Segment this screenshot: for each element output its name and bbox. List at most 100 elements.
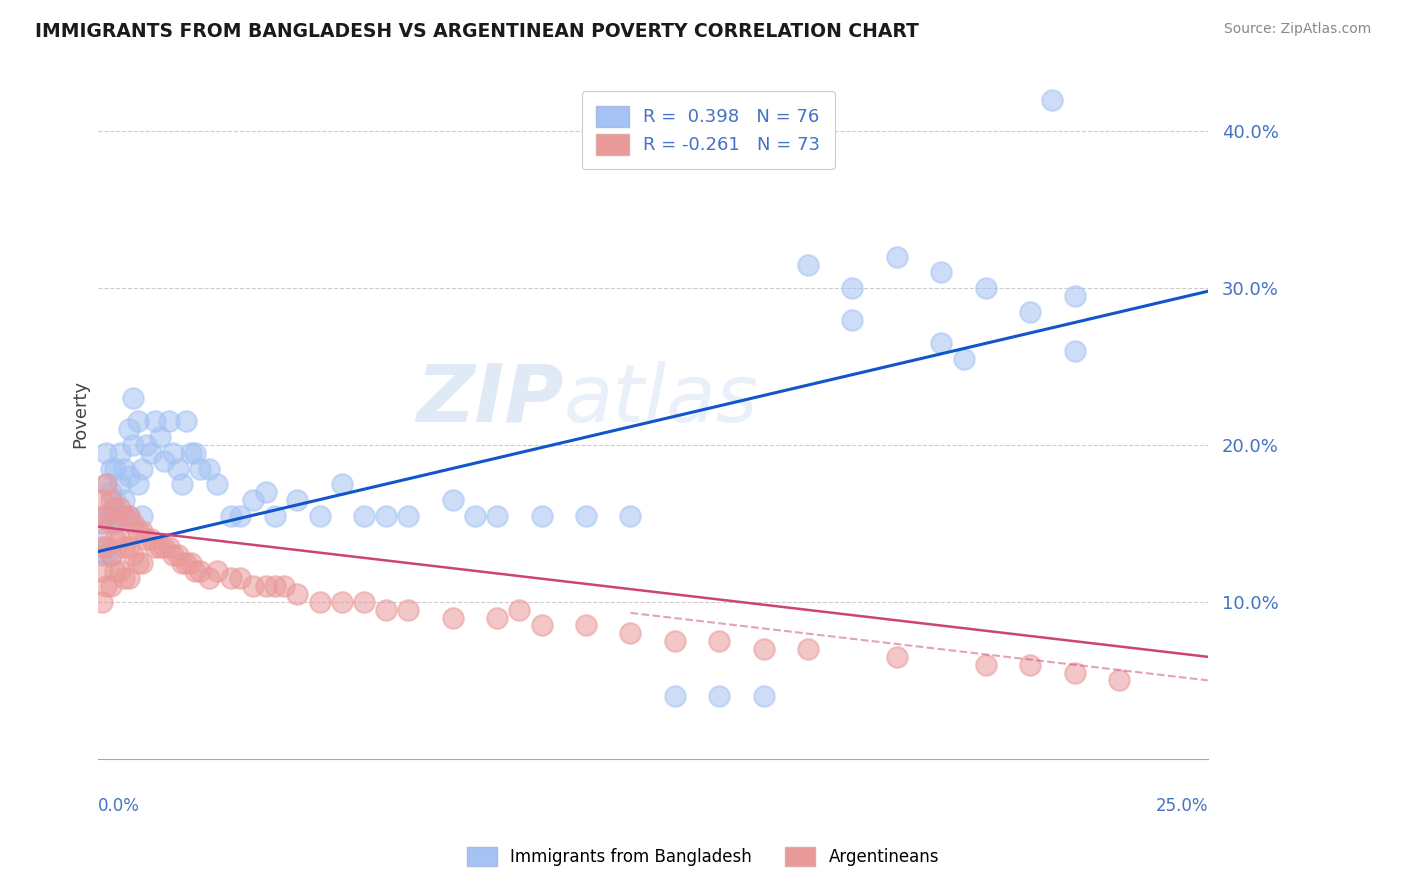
Point bbox=[118, 540, 141, 554]
Point bbox=[264, 579, 287, 593]
Point bbox=[330, 477, 353, 491]
Point bbox=[96, 508, 118, 523]
Point bbox=[118, 508, 141, 523]
Point bbox=[254, 579, 277, 593]
Point bbox=[100, 579, 122, 593]
Point bbox=[112, 461, 135, 475]
Point bbox=[91, 508, 114, 523]
Point bbox=[188, 564, 211, 578]
Point bbox=[619, 508, 641, 523]
Point bbox=[149, 430, 172, 444]
Point bbox=[96, 477, 118, 491]
Point bbox=[162, 548, 184, 562]
Point bbox=[664, 634, 686, 648]
Point bbox=[91, 492, 114, 507]
Point bbox=[486, 610, 509, 624]
Point bbox=[143, 415, 166, 429]
Point bbox=[974, 657, 997, 672]
Point bbox=[184, 564, 207, 578]
Point bbox=[841, 281, 863, 295]
Point bbox=[530, 618, 553, 632]
Point bbox=[112, 492, 135, 507]
Point bbox=[464, 508, 486, 523]
Point bbox=[122, 548, 145, 562]
Point bbox=[157, 540, 180, 554]
Text: IMMIGRANTS FROM BANGLADESH VS ARGENTINEAN POVERTY CORRELATION CHART: IMMIGRANTS FROM BANGLADESH VS ARGENTINEA… bbox=[35, 22, 920, 41]
Point bbox=[228, 571, 250, 585]
Point bbox=[176, 415, 198, 429]
Point bbox=[118, 571, 141, 585]
Point bbox=[91, 540, 114, 554]
Point bbox=[104, 516, 127, 531]
Text: 0.0%: 0.0% bbox=[97, 797, 139, 814]
Point bbox=[929, 336, 952, 351]
Point bbox=[1063, 343, 1085, 358]
Point bbox=[184, 446, 207, 460]
Point bbox=[122, 516, 145, 531]
Point bbox=[91, 595, 114, 609]
Point bbox=[112, 540, 135, 554]
Point bbox=[752, 689, 775, 703]
Point bbox=[619, 626, 641, 640]
Point bbox=[287, 492, 309, 507]
Point bbox=[131, 461, 153, 475]
Point bbox=[575, 508, 598, 523]
Point bbox=[254, 485, 277, 500]
Point bbox=[112, 571, 135, 585]
Point bbox=[104, 492, 127, 507]
Point bbox=[108, 532, 131, 546]
Point bbox=[96, 548, 118, 562]
Point bbox=[1108, 673, 1130, 688]
Point bbox=[219, 508, 242, 523]
Text: ZIP: ZIP bbox=[416, 361, 564, 439]
Point bbox=[330, 595, 353, 609]
Point bbox=[1019, 304, 1042, 318]
Point bbox=[180, 446, 202, 460]
Point bbox=[96, 579, 118, 593]
Point bbox=[886, 649, 908, 664]
Point bbox=[100, 548, 122, 562]
Point bbox=[797, 258, 820, 272]
Point bbox=[207, 477, 229, 491]
Point bbox=[135, 438, 157, 452]
Point bbox=[131, 524, 153, 539]
Point bbox=[149, 540, 172, 554]
Point bbox=[197, 461, 219, 475]
Point bbox=[441, 492, 464, 507]
Point bbox=[952, 351, 974, 366]
Point bbox=[100, 548, 122, 562]
Point bbox=[219, 571, 242, 585]
Point bbox=[122, 438, 145, 452]
Point bbox=[508, 603, 530, 617]
Point bbox=[1063, 289, 1085, 303]
Point bbox=[131, 508, 153, 523]
Point bbox=[396, 508, 419, 523]
Point bbox=[96, 446, 118, 460]
Point bbox=[353, 595, 375, 609]
Legend: R =  0.398   N = 76, R = -0.261   N = 73: R = 0.398 N = 76, R = -0.261 N = 73 bbox=[582, 91, 835, 169]
Point bbox=[127, 524, 149, 539]
Point bbox=[308, 595, 330, 609]
Point bbox=[100, 485, 122, 500]
Point bbox=[752, 642, 775, 657]
Point bbox=[530, 508, 553, 523]
Point bbox=[1040, 93, 1063, 107]
Point bbox=[264, 508, 287, 523]
Point bbox=[91, 548, 114, 562]
Point bbox=[170, 477, 193, 491]
Text: atlas: atlas bbox=[564, 361, 759, 439]
Point bbox=[180, 556, 202, 570]
Point bbox=[104, 500, 127, 515]
Point bbox=[886, 250, 908, 264]
Text: 25.0%: 25.0% bbox=[1156, 797, 1208, 814]
Point bbox=[486, 508, 509, 523]
Point bbox=[104, 461, 127, 475]
Point bbox=[91, 564, 114, 578]
Point bbox=[197, 571, 219, 585]
Point bbox=[127, 415, 149, 429]
Point bbox=[664, 689, 686, 703]
Point bbox=[112, 508, 135, 523]
Point bbox=[709, 689, 731, 703]
Point bbox=[118, 508, 141, 523]
Point bbox=[112, 508, 135, 523]
